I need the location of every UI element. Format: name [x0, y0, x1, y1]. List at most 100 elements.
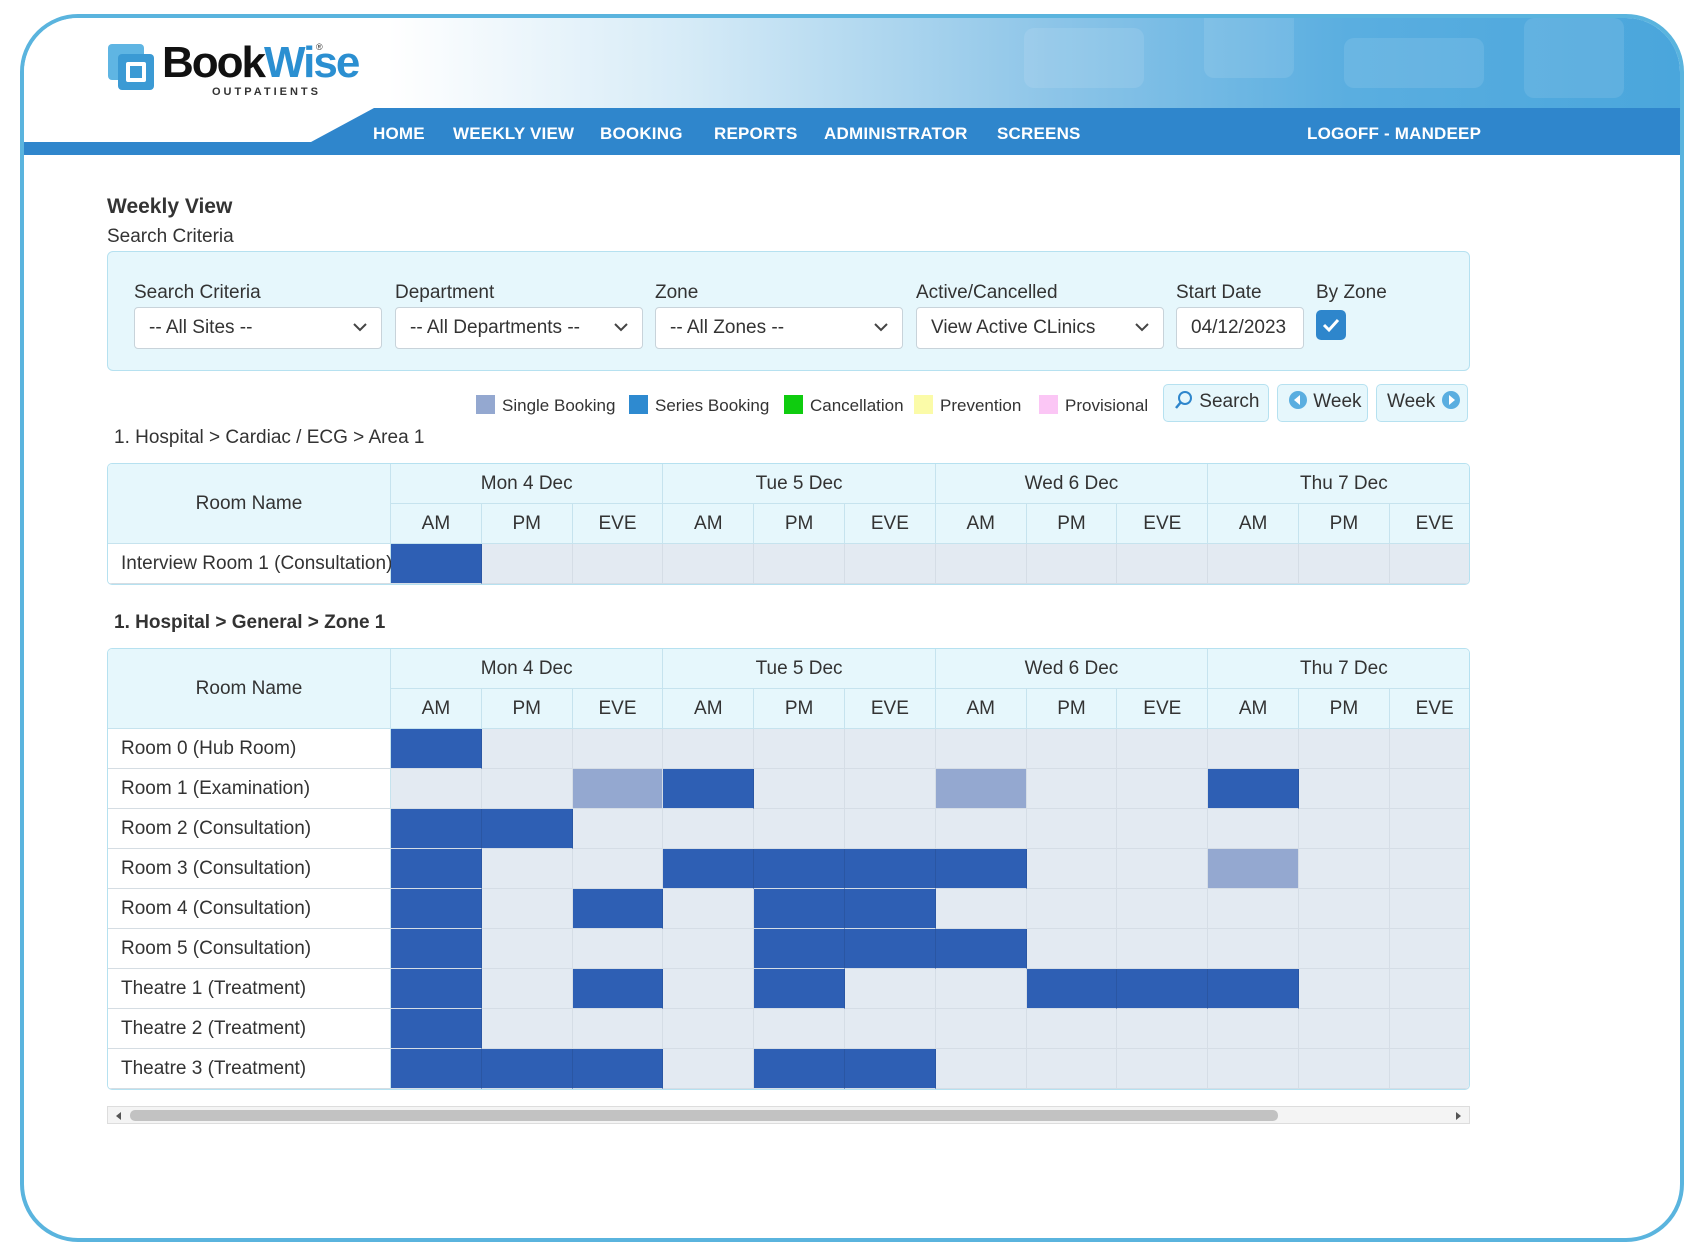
nav-reports[interactable]: REPORTS — [714, 124, 798, 143]
empty-slot[interactable] — [1389, 544, 1469, 584]
empty-slot[interactable] — [754, 729, 845, 769]
empty-slot[interactable] — [572, 929, 664, 969]
empty-slot[interactable] — [1026, 1049, 1118, 1089]
empty-slot[interactable] — [935, 1049, 1027, 1089]
series-booking-slot[interactable] — [391, 544, 482, 584]
series-booking-slot[interactable] — [391, 809, 482, 849]
series-booking-slot[interactable] — [481, 809, 573, 849]
empty-slot[interactable] — [1299, 809, 1390, 849]
scrollbar-thumb[interactable] — [130, 1110, 1278, 1121]
room-name-cell[interactable]: Theatre 3 (Treatment) — [108, 1049, 391, 1089]
empty-slot[interactable] — [754, 809, 845, 849]
empty-slot[interactable] — [754, 769, 845, 809]
empty-slot[interactable] — [845, 544, 936, 584]
nav-home[interactable]: HOME — [373, 124, 425, 143]
empty-slot[interactable] — [1299, 889, 1390, 929]
empty-slot[interactable] — [1208, 729, 1299, 769]
empty-slot[interactable] — [663, 809, 755, 849]
series-booking-slot[interactable] — [1117, 969, 1209, 1009]
empty-slot[interactable] — [481, 849, 573, 889]
room-name-cell[interactable]: Room 0 (Hub Room) — [108, 729, 391, 769]
empty-slot[interactable] — [1299, 849, 1390, 889]
series-booking-slot[interactable] — [754, 929, 845, 969]
series-booking-slot[interactable] — [754, 969, 845, 1009]
series-booking-slot[interactable] — [1208, 769, 1299, 809]
empty-slot[interactable] — [1389, 889, 1469, 929]
series-booking-slot[interactable] — [1208, 969, 1299, 1009]
empty-slot[interactable] — [1208, 889, 1299, 929]
room-name-cell[interactable]: Theatre 1 (Treatment) — [108, 969, 391, 1009]
room-name-cell[interactable]: Theatre 2 (Treatment) — [108, 1009, 391, 1049]
empty-slot[interactable] — [1026, 889, 1118, 929]
room-name-cell[interactable]: Interview Room 1 (Consultation) — [108, 544, 392, 584]
series-booking-slot[interactable] — [845, 889, 936, 929]
empty-slot[interactable] — [572, 809, 664, 849]
scroll-right-icon[interactable] — [1456, 1112, 1461, 1120]
nav-administrator[interactable]: ADMINISTRATOR — [824, 124, 968, 143]
empty-slot[interactable] — [663, 544, 755, 584]
empty-slot[interactable] — [1117, 729, 1209, 769]
room-name-cell[interactable]: Room 5 (Consultation) — [108, 929, 391, 969]
room-name-cell[interactable]: Room 2 (Consultation) — [108, 809, 391, 849]
series-booking-slot[interactable] — [391, 729, 482, 769]
empty-slot[interactable] — [935, 969, 1027, 1009]
empty-slot[interactable] — [1026, 849, 1118, 889]
empty-slot[interactable] — [663, 889, 755, 929]
empty-slot[interactable] — [1299, 544, 1390, 584]
series-booking-slot[interactable] — [481, 1049, 573, 1089]
empty-slot[interactable] — [754, 1009, 845, 1049]
empty-slot[interactable] — [1299, 929, 1390, 969]
site-select[interactable]: -- All Sites -- — [134, 307, 382, 349]
series-booking-slot[interactable] — [754, 849, 845, 889]
empty-slot[interactable] — [935, 1009, 1027, 1049]
empty-slot[interactable] — [1208, 1009, 1299, 1049]
nav-screens[interactable]: SCREENS — [997, 124, 1081, 143]
empty-slot[interactable] — [1117, 809, 1209, 849]
empty-slot[interactable] — [1389, 969, 1469, 1009]
empty-slot[interactable] — [1299, 969, 1390, 1009]
empty-slot[interactable] — [1389, 729, 1469, 769]
series-booking-slot[interactable] — [663, 769, 755, 809]
empty-slot[interactable] — [1026, 769, 1118, 809]
empty-slot[interactable] — [1299, 1009, 1390, 1049]
status-select[interactable]: View Active CLinics — [916, 307, 1164, 349]
bookwise-logo[interactable]: BookWise ® OUTPATIENTS — [108, 40, 360, 100]
start-date-input[interactable]: 04/12/2023 — [1176, 307, 1304, 349]
empty-slot[interactable] — [1299, 729, 1390, 769]
series-booking-slot[interactable] — [572, 969, 664, 1009]
empty-slot[interactable] — [1026, 1009, 1118, 1049]
empty-slot[interactable] — [754, 544, 845, 584]
empty-slot[interactable] — [663, 1009, 755, 1049]
room-name-cell[interactable]: Room 3 (Consultation) — [108, 849, 391, 889]
series-booking-slot[interactable] — [391, 929, 482, 969]
empty-slot[interactable] — [572, 849, 664, 889]
series-booking-slot[interactable] — [391, 849, 482, 889]
room-name-cell[interactable]: Room 4 (Consultation) — [108, 889, 391, 929]
empty-slot[interactable] — [481, 1009, 573, 1049]
empty-slot[interactable] — [1389, 769, 1469, 809]
empty-slot[interactable] — [391, 769, 482, 809]
empty-slot[interactable] — [572, 544, 664, 584]
empty-slot[interactable] — [481, 889, 573, 929]
empty-slot[interactable] — [1208, 544, 1299, 584]
by-zone-checkbox[interactable] — [1316, 310, 1346, 340]
empty-slot[interactable] — [1026, 544, 1118, 584]
empty-slot[interactable] — [1026, 929, 1118, 969]
series-booking-slot[interactable] — [845, 1049, 936, 1089]
series-booking-slot[interactable] — [391, 1009, 482, 1049]
zone-select[interactable]: -- All Zones -- — [655, 307, 903, 349]
empty-slot[interactable] — [1208, 809, 1299, 849]
empty-slot[interactable] — [845, 729, 936, 769]
empty-slot[interactable] — [663, 929, 755, 969]
empty-slot[interactable] — [481, 544, 573, 584]
empty-slot[interactable] — [1389, 849, 1469, 889]
empty-slot[interactable] — [1299, 769, 1390, 809]
empty-slot[interactable] — [1389, 1049, 1469, 1089]
empty-slot[interactable] — [1389, 929, 1469, 969]
empty-slot[interactable] — [481, 729, 573, 769]
series-booking-slot[interactable] — [935, 929, 1027, 969]
empty-slot[interactable] — [1117, 849, 1209, 889]
empty-slot[interactable] — [481, 769, 573, 809]
empty-slot[interactable] — [935, 809, 1027, 849]
single-booking-slot[interactable] — [572, 769, 664, 809]
